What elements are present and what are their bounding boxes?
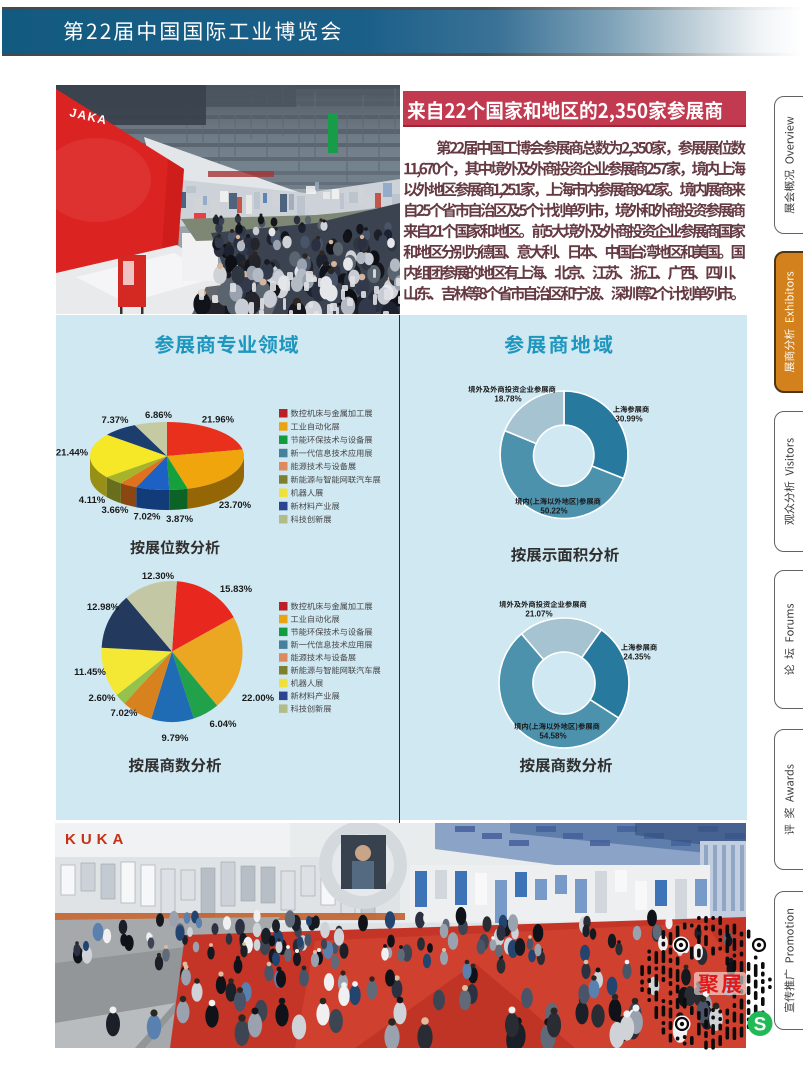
svg-text:KUKA: KUKA xyxy=(65,831,128,848)
svg-text:15.83%: 15.83% xyxy=(220,584,253,595)
svg-text:18.78%: 18.78% xyxy=(494,395,521,404)
svg-text:54.58%: 54.58% xyxy=(539,732,566,741)
svg-text:9.79%: 9.79% xyxy=(162,733,189,744)
svg-text:21.07%: 21.07% xyxy=(525,610,552,619)
svg-text:21.44%: 21.44% xyxy=(56,448,89,459)
svg-text:12.30%: 12.30% xyxy=(142,571,175,582)
svg-text:S: S xyxy=(754,1015,767,1036)
svg-text:23.70%: 23.70% xyxy=(219,500,252,511)
svg-text:24.35%: 24.35% xyxy=(623,653,650,662)
svg-text:6.86%: 6.86% xyxy=(145,410,172,421)
svg-text:3.66%: 3.66% xyxy=(102,505,129,516)
svg-text:7.02%: 7.02% xyxy=(134,512,161,523)
svg-text:11.45%: 11.45% xyxy=(74,667,106,678)
svg-text:3.87%: 3.87% xyxy=(166,514,193,525)
svg-text:12.98%: 12.98% xyxy=(87,602,120,613)
svg-text:22.00%: 22.00% xyxy=(242,693,275,704)
svg-text:50.22%: 50.22% xyxy=(540,507,567,516)
svg-text:7.02%: 7.02% xyxy=(111,708,138,719)
svg-text:21.96%: 21.96% xyxy=(202,415,235,426)
svg-text:4.11%: 4.11% xyxy=(79,495,106,506)
svg-text:7.37%: 7.37% xyxy=(102,415,129,426)
svg-text:2.60%: 2.60% xyxy=(89,693,116,704)
svg-text:30.99%: 30.99% xyxy=(615,415,642,424)
svg-text:6.04%: 6.04% xyxy=(210,719,237,730)
